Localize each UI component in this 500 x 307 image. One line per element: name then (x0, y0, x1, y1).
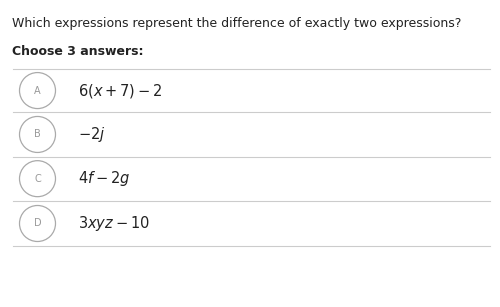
Text: $3xyz-10$: $3xyz-10$ (78, 214, 150, 233)
Text: Choose 3 answers:: Choose 3 answers: (12, 45, 144, 57)
Text: Which expressions represent the difference of exactly two expressions?: Which expressions represent the differen… (12, 17, 462, 30)
Text: $-2j$: $-2j$ (78, 125, 105, 144)
Text: $4f-2g$: $4f-2g$ (78, 169, 130, 188)
Text: $6(x+7)-2$: $6(x+7)-2$ (78, 82, 162, 99)
Text: D: D (34, 219, 42, 228)
Text: B: B (34, 130, 41, 139)
Text: A: A (34, 86, 41, 95)
Text: C: C (34, 174, 41, 184)
